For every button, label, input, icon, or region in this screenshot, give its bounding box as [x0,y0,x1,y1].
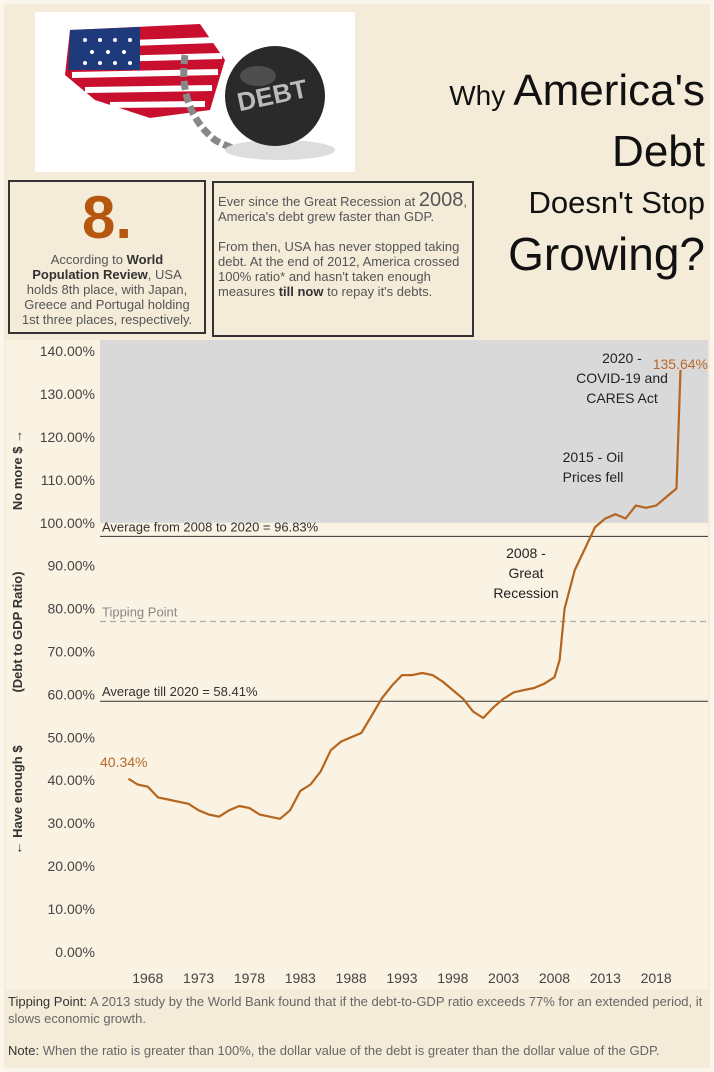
text: 2008 [418,189,464,211]
title-line: Debt [612,127,705,176]
annotation: COVID-19 and [576,370,668,386]
shaded-band [100,340,708,523]
note-text: A 2013 study by the World Bank found tha… [8,994,703,1026]
annotation: Recession [493,585,558,601]
y-tick-label: 30.00% [48,815,95,831]
text: From then, USA has never stopped taking … [218,239,460,299]
annotation: CARES Act [586,390,658,406]
x-tick-label: 1988 [336,970,367,986]
y-axis-label: ← Have enough $ [10,745,25,855]
reference-label: Tipping Point [102,604,178,619]
x-tick-label: 1993 [386,970,417,986]
note-text: When the ratio is greater than 100%, the… [39,1043,660,1058]
y-tick-label: 40.00% [48,772,95,788]
note-label: Note: [8,1043,40,1058]
value-label: 40.34% [100,754,147,770]
title-small: Why [449,80,505,111]
text: World Population Review [32,252,164,282]
y-axis-label: (Debt to GDP Ratio) [10,571,25,692]
title-part: America's [513,66,705,115]
info-box: Ever since the Great Recession at 2008, … [212,181,474,337]
note: Tipping Point: A 2013 study by the World… [8,993,708,1027]
hero-image: DEBT [35,12,355,172]
x-tick-label: 1978 [234,970,265,986]
y-tick-label: 70.00% [48,644,95,660]
note: Note: When the ratio is greater than 100… [8,1042,708,1059]
x-tick-label: 2003 [488,970,519,986]
annotation: Prices fell [563,469,624,485]
reference-label: Average till 2020 = 58.41% [102,684,258,699]
text: to repay it's debts. [323,284,433,299]
x-tick-label: 1998 [437,970,468,986]
y-tick-label: 20.00% [48,858,95,874]
annotation: 2008 - [506,545,546,561]
y-axis-label: No more $ → [10,430,25,510]
y-tick-label: 0.00% [55,944,95,960]
text: till now [278,284,324,299]
note-label: Tipping Point: [8,994,88,1009]
x-tick-label: 2008 [539,970,570,986]
title-line: Why America's [449,66,705,115]
x-tick-label: 2018 [641,970,672,986]
y-tick-label: 110.00% [41,472,95,488]
annotation: 2020 - [602,350,642,366]
text: , America's debt grew faster than GDP. [218,194,467,224]
text: According to [50,252,127,267]
annotation: Great [508,565,543,581]
y-tick-label: 10.00% [48,901,95,917]
x-tick-label: 1973 [183,970,214,986]
y-tick-label: 100.00% [40,515,95,531]
x-tick-label: 1983 [285,970,316,986]
rank-number: 8. [81,184,133,251]
value-label: 135.64% [653,356,708,372]
data-line [127,369,682,820]
y-tick-label: 140.00% [40,343,95,359]
y-tick-label: 130.00% [40,386,95,402]
reference-label: Average from 2008 to 2020 = 96.83% [102,519,319,534]
x-tick-label: 1968 [132,970,163,986]
y-tick-label: 120.00% [40,429,95,445]
y-tick-label: 60.00% [48,686,95,702]
title-line: Growing? [508,228,705,280]
y-tick-label: 80.00% [48,601,95,617]
text: Ever since the Great Recession at [218,194,419,209]
rank-box: 8. According to World Population Review,… [8,180,206,334]
text: , USA holds 8th place, with Japan, Greec… [21,267,193,327]
y-tick-label: 90.00% [48,558,95,574]
title-line: Doesn't Stop [528,185,705,220]
x-tick-label: 2013 [590,970,621,986]
y-tick-label: 50.00% [48,729,95,745]
annotation: 2015 - Oil [563,449,624,465]
